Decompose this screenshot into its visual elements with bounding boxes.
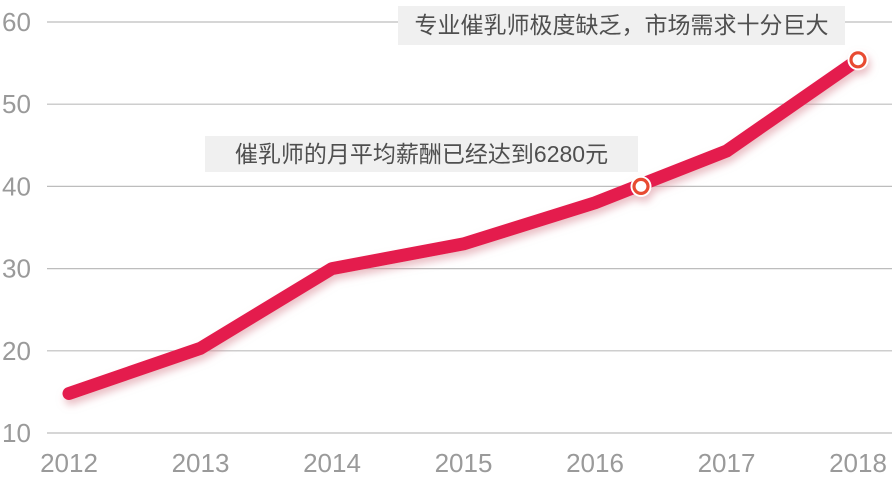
x-tick-label: 2014 <box>303 448 361 478</box>
x-tick-label: 2015 <box>435 448 493 478</box>
y-tick-label: 50 <box>2 89 31 119</box>
x-tick-label: 2017 <box>698 448 756 478</box>
annotation-market-demand: 专业催乳师极度缺乏，市场需求十分巨大 <box>398 6 845 45</box>
y-tick-label: 60 <box>2 7 31 37</box>
x-tick-label: 2018 <box>829 448 887 478</box>
point-marker <box>849 51 867 69</box>
annotation-average-salary: 催乳师的月平均薪酬已经达到6280元 <box>205 136 638 172</box>
x-tick-label: 2013 <box>172 448 230 478</box>
y-tick-label: 10 <box>2 418 31 448</box>
point-marker <box>632 177 650 195</box>
y-tick-label: 40 <box>2 171 31 201</box>
x-tick-label: 2016 <box>566 448 624 478</box>
salary-line <box>62 53 865 400</box>
y-tick-label: 30 <box>2 254 31 284</box>
y-tick-label: 20 <box>2 336 31 366</box>
x-tick-label: 2012 <box>40 448 98 478</box>
